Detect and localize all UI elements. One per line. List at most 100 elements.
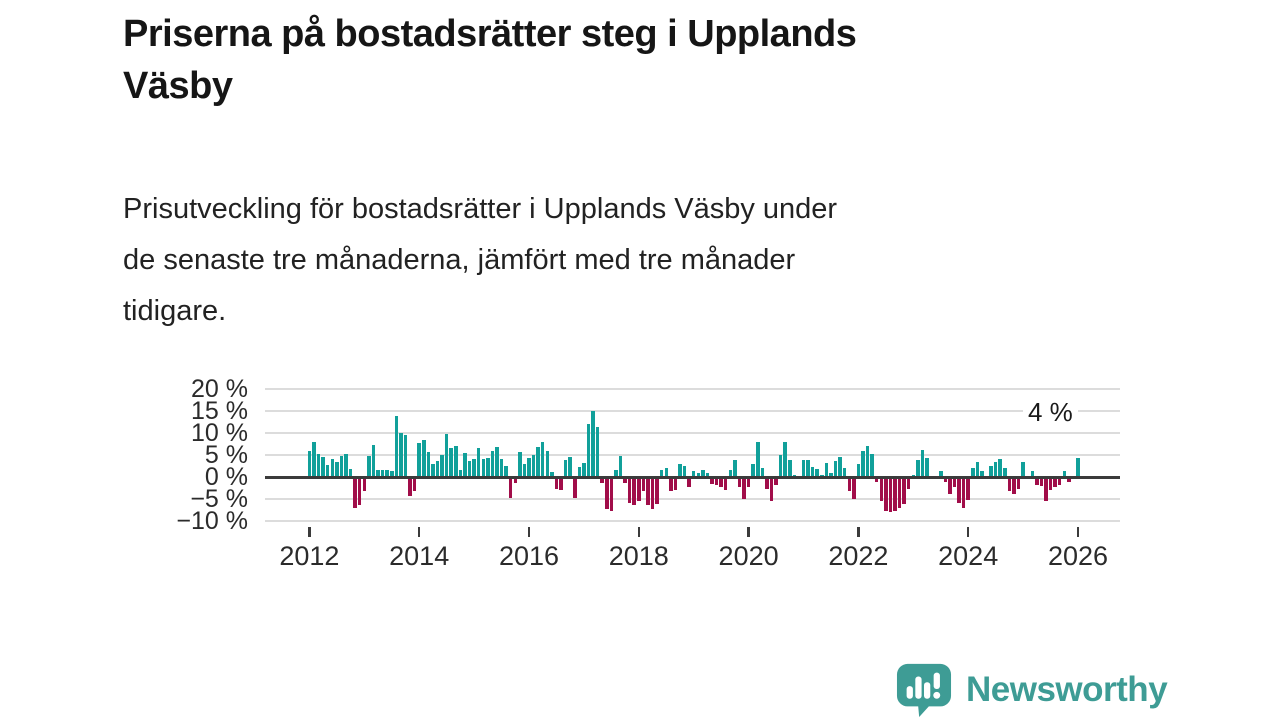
bar: [774, 478, 778, 485]
x-tick-mark: [637, 527, 641, 537]
bar: [701, 469, 705, 477]
bar: [769, 478, 774, 502]
bar: [618, 456, 623, 477]
bar: [513, 478, 518, 484]
bar: [563, 460, 568, 477]
bar: [714, 478, 719, 486]
bar: [742, 478, 746, 500]
bar: [385, 469, 389, 477]
chart-subtitle-line1: Prisutveckling för bostadsrätter i Uppla…: [123, 193, 838, 225]
bar: [550, 472, 554, 477]
bar: [756, 442, 760, 477]
bar: [723, 478, 728, 490]
x-axis-tick-label: 2018: [608, 541, 669, 571]
bar: [390, 471, 394, 477]
y-axis-tick-label: 20 %: [191, 375, 248, 403]
bar: [993, 462, 998, 477]
bar: [435, 461, 440, 477]
x-axis-tick-label: 2026: [1047, 541, 1109, 571]
bar: [874, 478, 879, 483]
x-axis-tick-label: 2014: [389, 541, 450, 571]
bar: [810, 466, 815, 477]
bar: [573, 478, 577, 499]
bar: [943, 478, 948, 483]
bar: [335, 462, 339, 477]
bar: [664, 468, 668, 477]
bar: [870, 454, 874, 477]
newsworthy-wordmark: Newsworthy: [966, 670, 1168, 709]
gridline: [265, 498, 1120, 500]
bar: [508, 478, 513, 498]
bar: [975, 462, 980, 477]
bar: [710, 478, 714, 485]
bar: [522, 464, 527, 477]
bar: [879, 478, 884, 502]
bar: [783, 442, 787, 477]
bar: [380, 470, 385, 477]
x-tick-mark: [417, 527, 421, 537]
bar: [321, 457, 325, 477]
bar: [559, 478, 563, 491]
y-axis-tick-label: 10 %: [191, 419, 248, 447]
x-tick-mark: [1076, 527, 1080, 537]
chart-subtitle: Prisutveckling för bostadsrätter i Uppla…: [123, 184, 1163, 337]
bar: [577, 467, 582, 477]
bar: [481, 458, 485, 477]
bar: [339, 456, 344, 477]
bar: [673, 478, 678, 490]
bar: [829, 472, 833, 477]
bar: [422, 440, 426, 477]
bar: [852, 478, 856, 500]
bar: [595, 426, 600, 477]
bar: [737, 478, 742, 488]
bar: [399, 433, 403, 477]
x-axis-tick-label: 2022: [828, 541, 889, 571]
bar: [842, 468, 847, 477]
bar: [1030, 470, 1034, 477]
page-title: Priserna på bostadsrätter steg i Uppland…: [123, 8, 1203, 112]
bar: [920, 450, 925, 477]
bar: [316, 454, 321, 477]
x-axis-tick-label: 2016: [498, 541, 560, 571]
bar: [916, 460, 920, 477]
y-axis-tick-label: 0 %: [204, 463, 248, 491]
bar: [952, 478, 957, 488]
bar: [939, 470, 943, 477]
bar: [751, 464, 755, 477]
x-axis-tick-label: 2020: [718, 541, 779, 571]
bar: [1053, 478, 1057, 488]
bar: [408, 478, 412, 497]
bar: [444, 433, 449, 477]
bar: [394, 415, 399, 477]
bar: [847, 478, 851, 492]
chart-subtitle-line2: de senaste tre månaderna, jämfört med tr…: [123, 244, 796, 276]
bar: [888, 478, 893, 512]
bar: [623, 478, 627, 483]
bar: [632, 478, 636, 505]
bar: [582, 463, 586, 477]
bar: [1048, 478, 1053, 490]
bar: [865, 445, 870, 477]
x-tick-mark: [308, 527, 311, 537]
bar: [403, 434, 408, 477]
bar: [600, 478, 604, 483]
y-axis-tick-label: −10 %: [176, 507, 248, 535]
bar: [1003, 468, 1007, 477]
bar: [728, 469, 733, 477]
bar: [980, 470, 984, 477]
bar: [499, 459, 504, 477]
bar: [495, 447, 499, 477]
bar: [1016, 478, 1021, 489]
bar: [788, 460, 792, 477]
bar: [353, 478, 357, 508]
bar: [362, 478, 367, 492]
bar: [641, 478, 646, 492]
bar: [765, 478, 769, 489]
last-value-annotation: 4 %: [1023, 396, 1078, 430]
bar: [504, 465, 508, 477]
bar: [463, 452, 467, 477]
bar: [856, 464, 861, 477]
bar: [614, 469, 618, 477]
bar: [833, 461, 838, 477]
